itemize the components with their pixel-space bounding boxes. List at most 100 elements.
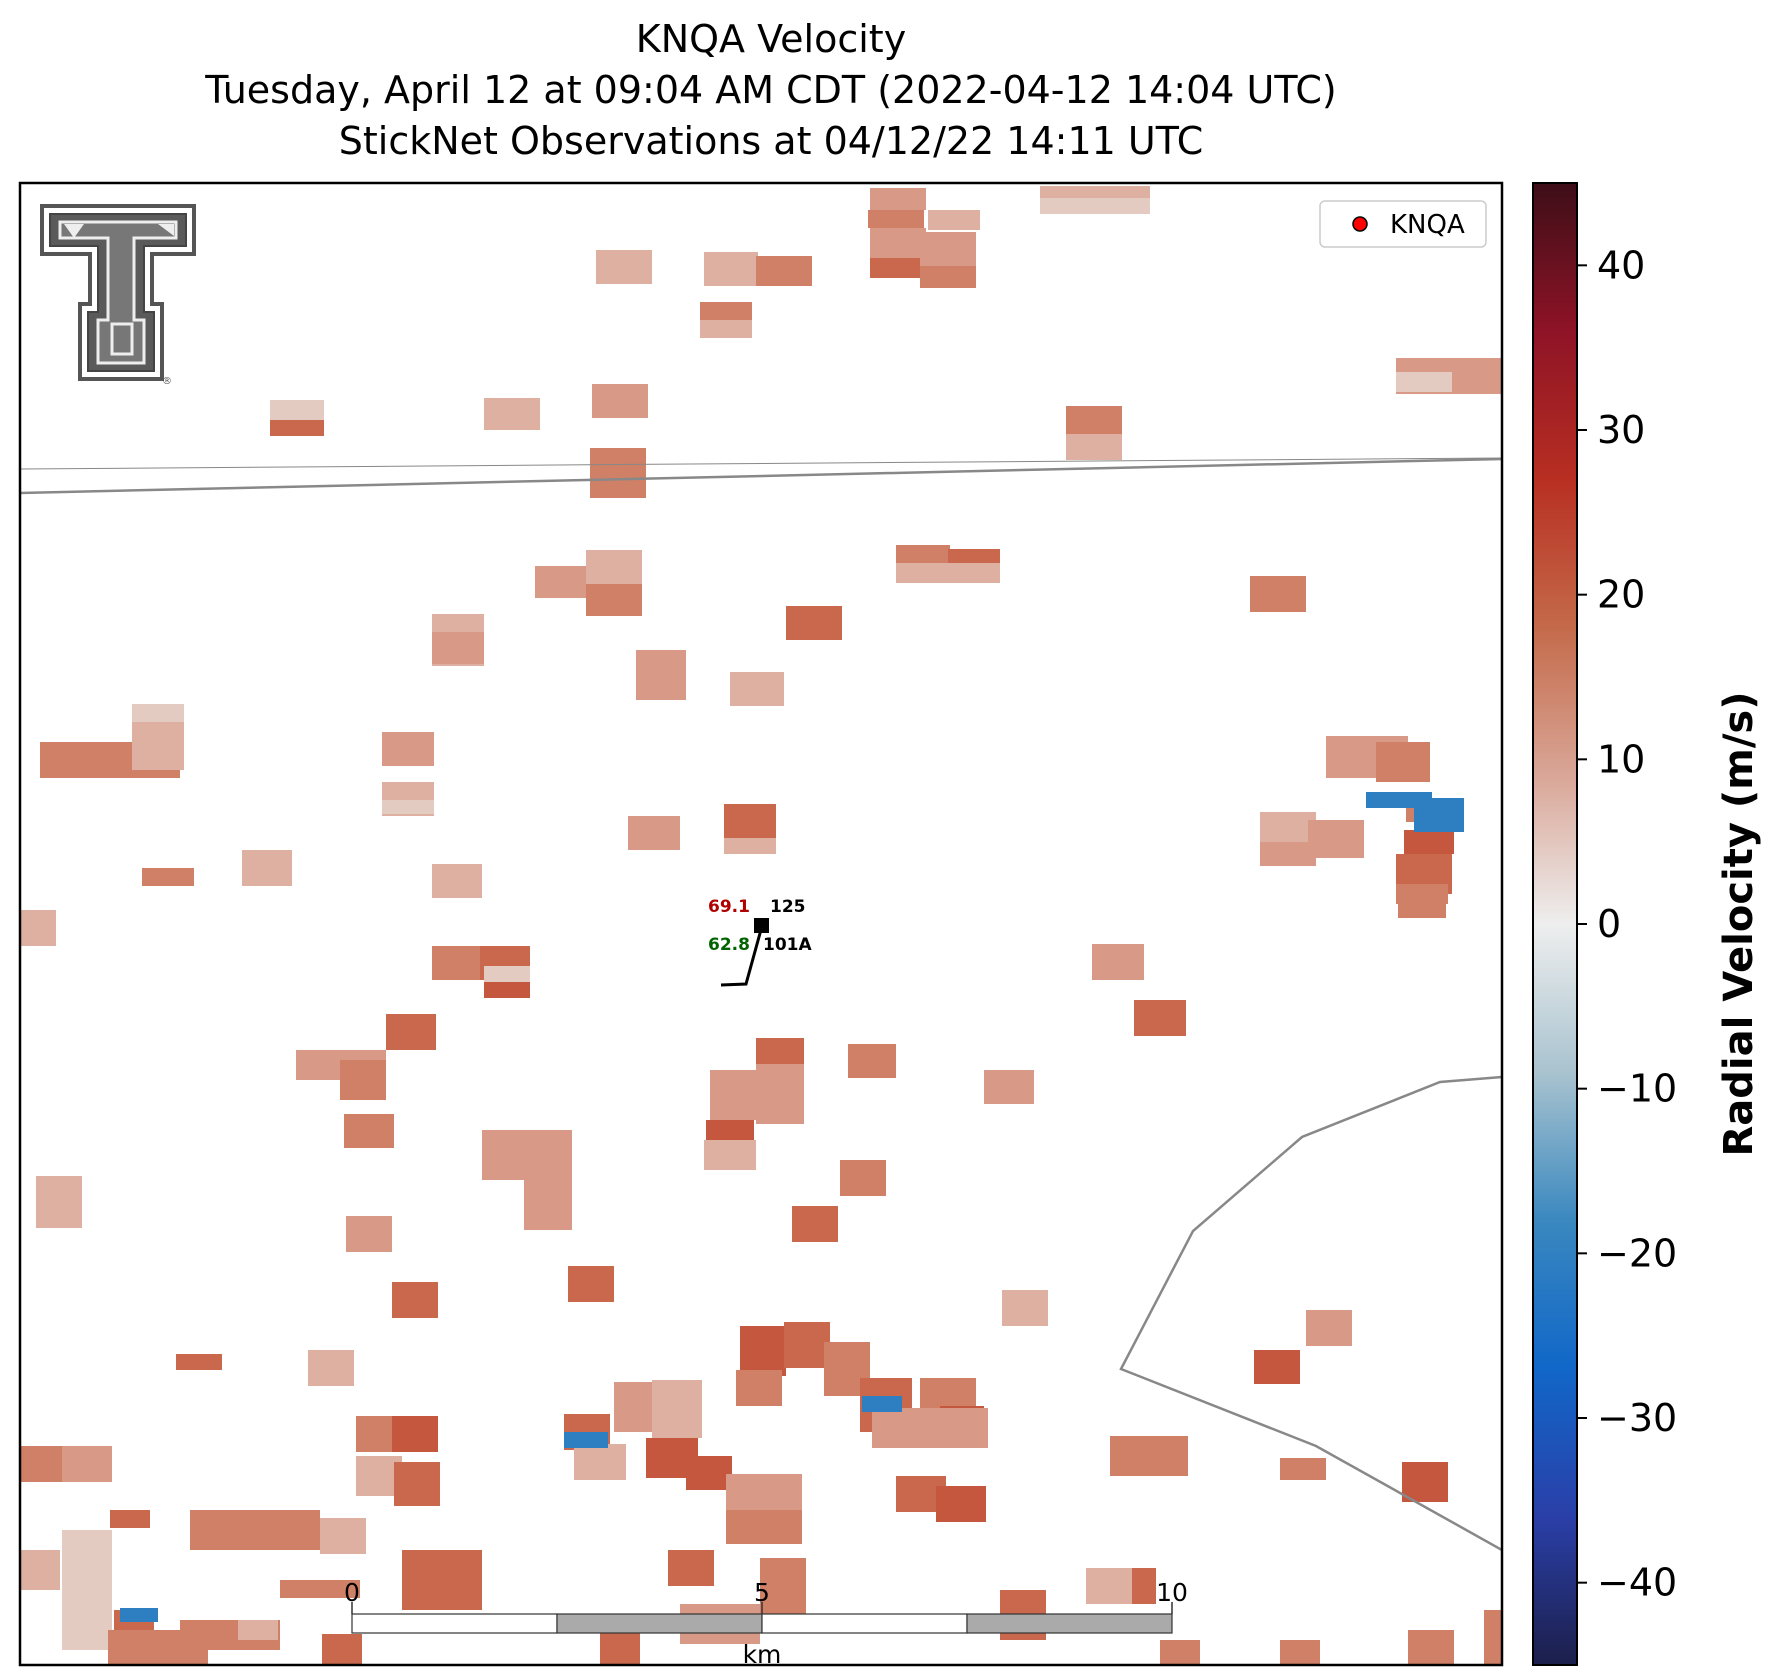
velocity-cell [524,1130,572,1230]
legend: KNQA [1319,200,1487,248]
velocity-cell [920,232,976,266]
velocity-cell [36,1176,82,1228]
velocity-cell [382,732,434,766]
velocity-cell [1134,1000,1186,1036]
velocity-cell [280,1580,360,1598]
velocity-cell-inbound [1414,798,1464,832]
plot-subtitle-sticknet: StickNet Observations at 04/12/22 14:11 … [338,119,1204,163]
velocity-cell [1260,812,1316,842]
velocity-cell [1086,1568,1132,1604]
plot-subtitle-time: Tuesday, April 12 at 09:04 AM CDT (2022-… [205,68,1337,112]
texas-tech-logo-icon: ® [40,204,196,387]
velocity-cell [20,1446,70,1482]
velocity-cell [848,1044,896,1078]
velocity-cell [590,448,646,498]
map-boundaries [20,457,1502,1552]
velocity-cell [1402,1462,1448,1502]
velocity-cell [740,1326,786,1376]
velocity-cell [1280,1640,1320,1665]
velocity-cell [1260,842,1316,866]
velocity-cell [392,1416,438,1452]
colorbar-tick-label: 10 [1597,737,1645,781]
velocity-cell [484,966,530,982]
velocity-cell [870,188,926,210]
velocity-cell [784,1322,830,1368]
velocity-cell [484,398,540,430]
velocity-cell [920,266,976,288]
velocity-cell [1408,1630,1454,1665]
velocity-cell [320,1518,366,1554]
station-marker-icon [754,918,769,933]
velocity-cell [706,1120,754,1140]
velocity-cell [190,1510,320,1550]
velocity-cell [344,1114,394,1148]
velocity-cell [730,672,784,706]
velocity-cell [1066,406,1122,434]
velocity-cell [704,1140,756,1170]
plot-title: KNQA Velocity [635,17,907,61]
velocity-cell [1002,1290,1048,1326]
velocity-cell [928,210,980,230]
velocity-cell [872,1408,988,1448]
sticknet-station-101A: 69.1 125 62.8 101A [708,897,812,987]
velocity-cell [756,1038,804,1064]
velocity-cell [1040,186,1150,198]
velocity-cell [686,1456,732,1490]
map-area: ® KNQA 69.1 125 62.8 101A 0 5 [18,181,1504,1669]
velocity-cell [792,1206,838,1242]
velocity-cell [724,804,776,838]
velocity-cell [432,864,482,898]
velocity-cell-inbound [564,1432,608,1448]
velocity-cell [840,1160,886,1196]
velocity-cell [1254,1350,1300,1384]
colorbar-label: Radial Velocity (m/s) [1716,691,1762,1156]
velocity-cell [382,800,434,814]
velocity-cell [308,1350,354,1386]
colorbar-tick-label: 0 [1597,902,1621,946]
velocity-cell-inbound [862,1396,902,1412]
colorbar-tick-label: 40 [1597,243,1645,287]
velocity-cell [756,1064,804,1124]
station-pressure: 125 [770,897,806,917]
boundary-line-thin [20,457,1502,470]
velocity-cell [20,1550,60,1590]
velocity-cell [242,850,292,886]
velocity-cell [736,1370,782,1406]
velocity-cell [1250,576,1306,612]
velocity-cell [270,420,324,436]
velocity-cell [62,1530,112,1650]
legend-label: KNQA [1390,210,1465,240]
velocity-cell [110,1510,150,1528]
boundary-line-main [20,457,1502,495]
velocity-cell [586,584,642,616]
velocity-cell [574,1444,626,1480]
velocity-cell [386,1014,436,1050]
map-frame [18,181,1504,1667]
colorbar-tick-label: 30 [1597,408,1645,452]
velocity-cell [346,1216,392,1252]
station-temperature: 69.1 [708,897,750,917]
velocity-cell [62,1446,112,1482]
velocity-cell [1066,434,1122,460]
velocity-cell [568,1266,614,1302]
velocity-cell [700,320,752,338]
velocity-cell [1398,900,1446,918]
velocity-cell [1110,1436,1188,1476]
velocity-cell [870,228,926,258]
velocity-cell [724,838,776,854]
velocity-cell [176,1354,222,1370]
velocity-cell [1484,1610,1502,1665]
velocity-cell [1404,830,1454,854]
velocity-cell [20,910,56,946]
velocity-cell [392,1282,438,1318]
velocity-cell [1160,1640,1200,1665]
velocity-cell [700,302,752,320]
velocity-cell [628,816,680,850]
velocity-cell-inbound [120,1608,158,1622]
colorbar-tick-label: −40 [1597,1561,1677,1605]
velocity-cell [1396,884,1448,904]
velocity-cell [238,1620,278,1640]
velocity-cell [600,1630,640,1665]
radar-velocity-cells [20,186,1502,1665]
